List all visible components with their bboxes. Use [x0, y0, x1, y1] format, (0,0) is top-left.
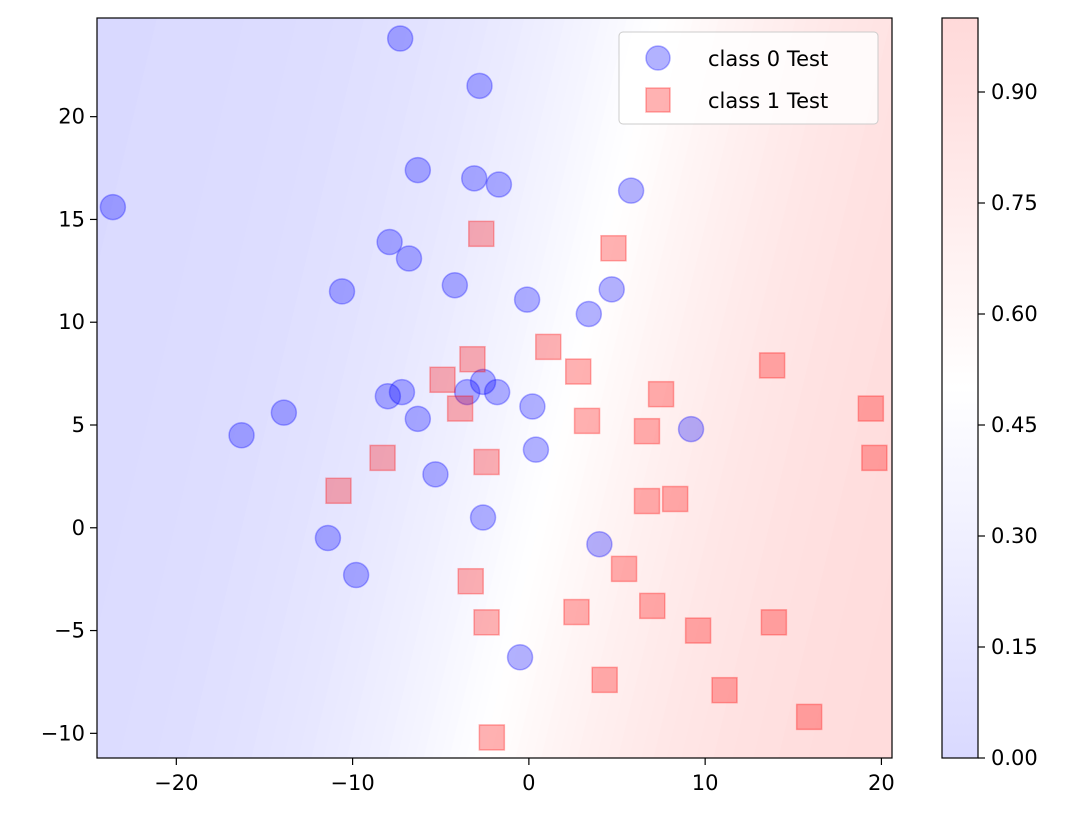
legend: class 0 Test class 1 Test — [619, 32, 878, 124]
y-tick-label: −5 — [54, 619, 85, 643]
class-0-point — [344, 563, 369, 588]
class-0-point — [423, 462, 448, 487]
x-tick-label: −20 — [154, 771, 198, 795]
class-0-point — [397, 246, 422, 271]
class-1-point — [797, 704, 822, 729]
class-0-point — [271, 400, 296, 425]
x-tick-label: 10 — [692, 771, 719, 795]
class-1-point — [634, 419, 659, 444]
x-tick-label: 20 — [868, 771, 895, 795]
class-1-point — [474, 610, 499, 635]
class-1-point — [326, 478, 351, 503]
class-1-point — [564, 600, 589, 625]
y-tick-label: 20 — [58, 105, 85, 129]
class-0-point — [229, 423, 254, 448]
y-axis-ticks: −10 −5 0 5 10 15 20 — [41, 105, 97, 746]
colorbar-ticks: 0.00 0.15 0.30 0.45 0.60 0.75 0.90 — [978, 80, 1038, 770]
legend-label-class-0: class 0 Test — [708, 47, 828, 71]
class-1-point — [640, 593, 665, 618]
class-1-point — [712, 678, 737, 703]
contour-band — [898, 18, 1079, 758]
class-1-point — [370, 445, 395, 470]
class-1-point — [592, 667, 617, 692]
class-1-point — [686, 618, 711, 643]
class-0-point — [523, 437, 548, 462]
class-0-point — [471, 505, 496, 530]
class-1-point — [862, 445, 887, 470]
probability-contour — [0, 18, 1079, 758]
class-0-point — [315, 526, 340, 551]
class-0-point — [576, 302, 601, 327]
class-1-point — [601, 236, 626, 261]
legend-marker-class-0 — [646, 46, 670, 70]
colorbar: 0.00 0.15 0.30 0.45 0.60 0.75 0.90 — [942, 18, 1038, 770]
class-1-point — [663, 487, 688, 512]
class-1-point — [469, 221, 494, 246]
y-tick-label: 5 — [72, 413, 85, 437]
class-1-point — [634, 489, 659, 514]
class-1-point — [474, 450, 499, 475]
class-0-point — [619, 178, 644, 203]
colorbar-tick-label: 0.45 — [991, 413, 1038, 437]
class-1-point — [575, 408, 600, 433]
class-1-point — [761, 610, 786, 635]
class-1-point — [479, 725, 504, 750]
class-0-point — [520, 394, 545, 419]
y-tick-label: 0 — [72, 516, 85, 540]
class-0-point — [405, 158, 430, 183]
class-1-point — [566, 359, 591, 384]
x-tick-label: 0 — [522, 771, 535, 795]
class-1-point — [536, 334, 561, 359]
class-1-point — [760, 353, 785, 378]
legend-label-class-1: class 1 Test — [708, 89, 828, 113]
class-0-point — [442, 273, 467, 298]
class-0-point — [508, 645, 533, 670]
colorbar-tick-label: 0.00 — [991, 746, 1038, 770]
y-tick-label: −10 — [41, 721, 85, 745]
class-0-point — [467, 73, 492, 98]
class-0-point — [462, 166, 487, 191]
class-1-point — [612, 556, 637, 581]
y-tick-label: 10 — [58, 310, 85, 334]
class-0-point — [375, 384, 400, 409]
class-1-point — [649, 382, 674, 407]
class-1-point — [460, 347, 485, 372]
colorbar-tick-label: 0.15 — [991, 635, 1038, 659]
class-0-point — [679, 417, 704, 442]
legend-marker-class-1 — [646, 88, 670, 112]
class-0-point — [486, 172, 511, 197]
class-0-point — [405, 406, 430, 431]
class-0-point — [100, 195, 125, 220]
colorbar-tick-label: 0.60 — [991, 302, 1038, 326]
x-axis-ticks: −20 −10 0 10 20 — [154, 758, 895, 795]
y-tick-label: 15 — [58, 207, 85, 231]
x-tick-label: −10 — [330, 771, 374, 795]
colorbar-tick-label: 0.30 — [991, 524, 1038, 548]
class-1-point — [430, 367, 455, 392]
class-0-point — [599, 277, 624, 302]
class-1-point — [448, 396, 473, 421]
class-0-point — [388, 26, 413, 51]
class-1-point — [458, 569, 483, 594]
class-0-point — [330, 279, 355, 304]
colorbar-tick-label: 0.90 — [991, 80, 1038, 104]
colorbar-tick-label: 0.75 — [991, 191, 1038, 215]
class-1-point — [858, 396, 883, 421]
colorbar-fill — [942, 18, 978, 758]
class-0-point — [587, 532, 612, 557]
class-0-point — [485, 380, 510, 405]
class-0-point — [515, 287, 540, 312]
